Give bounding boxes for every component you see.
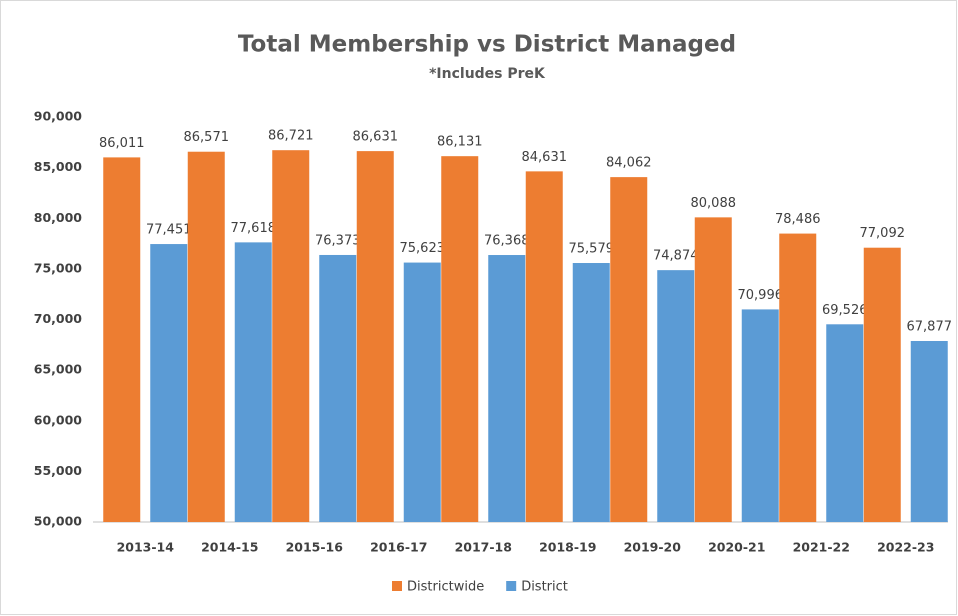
bar	[356, 151, 394, 522]
data-label: 67,877	[907, 319, 953, 334]
legend-swatch	[506, 581, 517, 591]
x-tick-label: 2014-15	[201, 540, 258, 555]
y-tick-label: 55,000	[34, 463, 83, 478]
bar	[103, 157, 141, 523]
chart-subtitle: *Includes PreK	[429, 66, 546, 82]
bar	[657, 270, 695, 522]
y-tick-label: 85,000	[34, 159, 83, 174]
y-tick-label: 80,000	[34, 210, 83, 225]
y-tick-label: 65,000	[34, 362, 83, 377]
data-label: 75,579	[569, 242, 615, 257]
x-tick-label: 2017-18	[455, 540, 512, 555]
bar	[572, 263, 610, 522]
data-label: 70,996	[738, 288, 784, 303]
data-label: 86,011	[99, 136, 145, 151]
bar	[863, 247, 901, 523]
x-tick-label: 2016-17	[370, 540, 427, 555]
x-tick-label: 2018-19	[539, 540, 596, 555]
bar	[187, 151, 225, 522]
data-label: 76,373	[315, 233, 361, 248]
bar	[694, 217, 732, 522]
data-label: 77,618	[231, 221, 277, 236]
bar	[234, 242, 272, 523]
bar	[741, 309, 779, 522]
data-label: 86,721	[268, 129, 314, 144]
legend-label: Districtwide	[407, 580, 484, 595]
data-label: 84,062	[606, 156, 652, 171]
y-tick-label: 70,000	[34, 311, 83, 326]
data-label: 86,631	[353, 130, 399, 145]
bar	[826, 324, 864, 522]
bar	[610, 177, 648, 522]
data-label: 76,368	[484, 234, 530, 249]
x-tick-label: 2021-22	[793, 540, 850, 555]
data-label: 69,526	[822, 303, 868, 318]
y-tick-label: 50,000	[34, 514, 83, 529]
bar	[403, 262, 441, 522]
data-label: 86,571	[184, 130, 230, 145]
bar	[910, 340, 948, 522]
bar	[525, 171, 563, 522]
data-label: 80,088	[691, 196, 737, 211]
data-label: 75,623	[400, 241, 446, 256]
legend-label: District	[521, 580, 568, 595]
y-tick-label: 60,000	[34, 412, 83, 427]
bar	[150, 244, 188, 522]
x-tick-label: 2022-23	[877, 540, 934, 555]
x-tick-label: 2019-20	[624, 540, 682, 555]
y-tick-label: 90,000	[34, 109, 83, 124]
data-label: 84,631	[522, 150, 568, 165]
data-label: 78,486	[775, 212, 821, 227]
x-tick-label: 2020-21	[708, 540, 765, 555]
y-tick-label: 75,000	[34, 260, 83, 275]
legend-swatch	[392, 581, 402, 591]
bar	[441, 156, 479, 522]
bar	[779, 233, 817, 522]
x-tick-label: 2013-14	[117, 540, 175, 555]
bar	[272, 150, 310, 522]
bar	[319, 254, 357, 522]
data-label: 74,874	[653, 249, 699, 264]
data-label: 77,451	[146, 223, 192, 238]
data-label: 77,092	[860, 226, 906, 241]
x-tick-label: 2015-16	[286, 540, 344, 555]
chart-title: Total Membership vs District Managed	[238, 32, 736, 58]
data-label: 86,131	[437, 135, 483, 150]
bar	[488, 255, 526, 523]
